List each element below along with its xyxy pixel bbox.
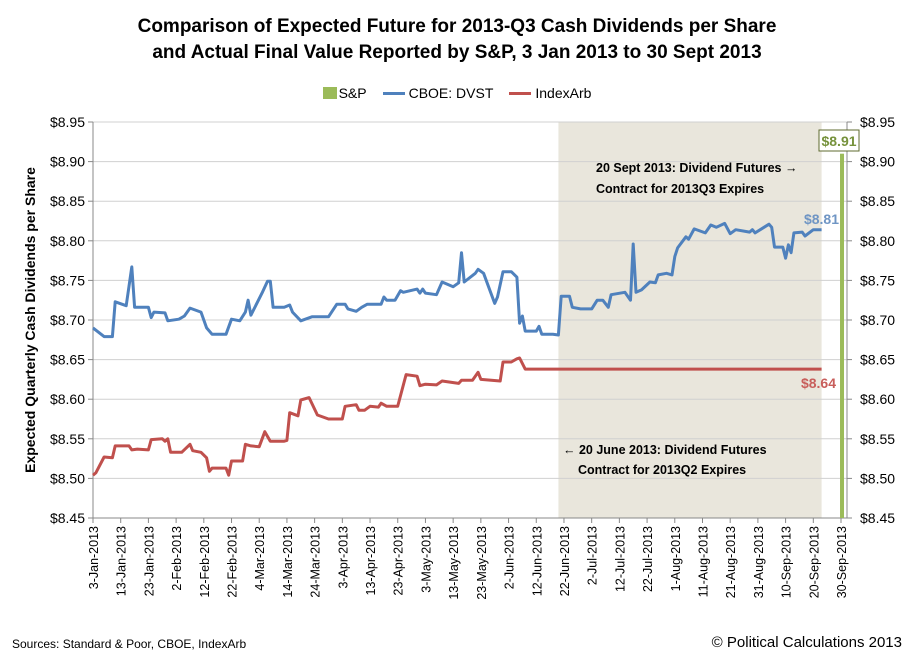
x-tick-label: 2-Jun-2013 xyxy=(503,526,517,589)
y-tick-label-left: $8.85 xyxy=(50,193,85,209)
y-tick-label-left: $8.45 xyxy=(50,510,85,526)
x-tick-label: 22-Jun-2013 xyxy=(558,526,572,596)
x-tick-label: 23-Apr-2013 xyxy=(392,526,406,596)
annotation-june-line1: ← 20 June 2013: Dividend Futures xyxy=(563,443,767,457)
y-tick-label-right: $8.75 xyxy=(860,272,895,288)
legend-item-sp: S&P xyxy=(322,85,367,101)
y-tick-label-right: $8.85 xyxy=(860,193,895,209)
indexarb-data-label: $8.64 xyxy=(801,375,836,391)
chart-title-line1: Comparison of Expected Future for 2013-Q… xyxy=(137,16,777,37)
x-tick-label: 22-Jul-2013 xyxy=(641,526,655,592)
chart-title-line2: and Actual Final Value Reported by S&P, … xyxy=(152,42,762,63)
x-tick-label: 13-Apr-2013 xyxy=(364,526,378,596)
y-tick-label-right: $8.55 xyxy=(860,431,895,447)
x-tick-label: 14-Mar-2013 xyxy=(281,526,295,598)
x-tick-label: 31-Aug-2013 xyxy=(752,526,766,598)
y-tick-label-left: $8.95 xyxy=(50,114,85,130)
y-tick-label-left: $8.60 xyxy=(50,391,85,407)
x-tick-label: 24-Mar-2013 xyxy=(309,526,323,598)
x-tick-label: 23-May-2013 xyxy=(475,526,489,600)
legend-label-cboe: CBOE: DVST xyxy=(408,85,494,101)
y-tick-label-right: $8.95 xyxy=(860,114,895,130)
legend-swatch-indexarb xyxy=(509,91,532,95)
y-tick-label-left: $8.90 xyxy=(50,154,85,170)
x-tick-label: 1-Aug-2013 xyxy=(669,526,683,591)
sources-note: Sources: Standard & Poor, CBOE, IndexArb xyxy=(12,637,247,651)
chart-title: Comparison of Expected Future for 2013-Q… xyxy=(0,14,914,66)
y-tick-label-right: $8.45 xyxy=(860,510,895,526)
x-tick-label: 2-Jul-2013 xyxy=(586,526,600,585)
y-tick-label-left: $8.80 xyxy=(50,233,85,249)
legend-label-indexarb: IndexArb xyxy=(535,85,592,101)
x-tick-label: 12-Jun-2013 xyxy=(530,526,544,596)
annotation-sept-line2: Contract for 2013Q3 Expires xyxy=(596,182,764,196)
x-tick-label: 23-Jan-2013 xyxy=(142,526,156,596)
legend: S&P CBOE: DVST IndexArb xyxy=(0,85,914,101)
sp-data-label: $8.91 xyxy=(821,133,856,149)
x-tick-label: 20-Sep-2013 xyxy=(807,526,821,598)
annotation-sept-line1: 20 Sept 2013: Dividend Futures → xyxy=(596,161,797,175)
y-tick-label-right: $8.80 xyxy=(860,233,895,249)
y-tick-label-right: $8.60 xyxy=(860,391,895,407)
x-tick-label: 10-Sep-2013 xyxy=(780,526,794,598)
series-line-indexarb xyxy=(92,356,822,477)
x-tick-label: 13-Jan-2013 xyxy=(115,526,129,596)
x-tick-label: 11-Aug-2013 xyxy=(696,526,710,597)
y-tick-label-left: $8.75 xyxy=(50,272,85,288)
legend-swatch-cboe xyxy=(382,91,405,95)
x-tick-label: 4-Mar-2013 xyxy=(253,526,267,591)
x-tick-label: 30-Sep-2013 xyxy=(835,526,849,598)
x-tick-label: 2-Feb-2013 xyxy=(170,526,184,591)
y-tick-label-right: $8.65 xyxy=(860,352,895,368)
x-tick-label: 3-May-2013 xyxy=(419,526,433,593)
sp-label-box xyxy=(818,129,860,152)
y-tick-label-right: $8.70 xyxy=(860,312,895,328)
legend-swatch-sp xyxy=(322,87,337,99)
series-line-cboe-dvst xyxy=(92,221,822,339)
legend-item-cboe: CBOE: DVST xyxy=(382,85,494,101)
y-tick-label-left: $8.65 xyxy=(50,352,85,368)
annotation-june-line2: Contract for 2013Q2 Expires xyxy=(578,463,746,477)
x-tick-label: 22-Feb-2013 xyxy=(226,526,240,598)
copyright-note: © Political Calculations 2013 xyxy=(711,634,902,651)
x-tick-label: 12-Jul-2013 xyxy=(613,526,627,592)
legend-label-sp: S&P xyxy=(338,85,367,101)
x-tick-label: 12-Feb-2013 xyxy=(198,526,212,598)
y-tick-label-left: $8.55 xyxy=(50,431,85,447)
y-tick-label-left: $8.50 xyxy=(50,470,85,486)
x-tick-label: 21-Aug-2013 xyxy=(724,526,738,598)
x-tick-label: 3-Apr-2013 xyxy=(336,526,350,589)
y-tick-label-left: $8.70 xyxy=(50,312,85,328)
y-tick-label-right: $8.50 xyxy=(860,470,895,486)
legend-item-indexarb: IndexArb xyxy=(509,85,591,101)
bar-sp xyxy=(840,153,845,518)
y-tick-label-right: $8.90 xyxy=(860,154,895,170)
cboe-data-label: $8.81 xyxy=(804,211,839,227)
x-tick-label: 3-Jan-2013 xyxy=(87,526,101,589)
x-tick-label: 13-May-2013 xyxy=(447,526,461,600)
